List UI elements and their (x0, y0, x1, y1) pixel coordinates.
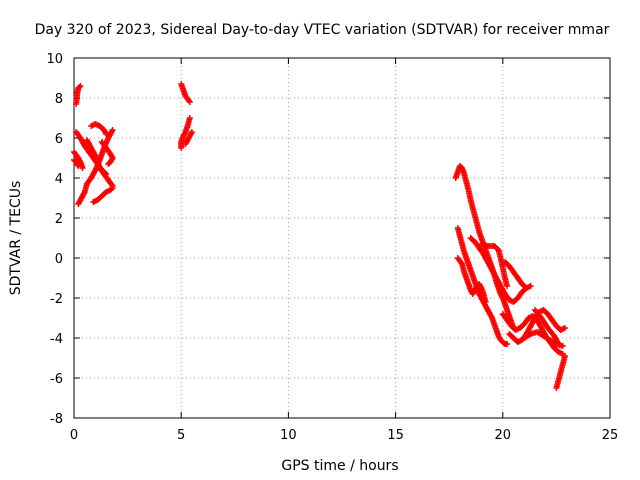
grid-lines (74, 58, 610, 418)
y-tick-label: -8 (50, 412, 63, 427)
y-tick-label: 8 (55, 92, 63, 107)
x-tick-label: 10 (280, 428, 297, 443)
data-point (178, 145, 185, 151)
x-tick-label: 0 (70, 428, 78, 443)
data-point (523, 285, 530, 291)
y-tick-label: -4 (50, 332, 63, 347)
data-point (106, 160, 113, 166)
y-tick-label: -6 (50, 372, 63, 387)
data-point (185, 97, 192, 104)
data-point (504, 341, 511, 347)
data-point (482, 299, 489, 305)
data-point (559, 343, 566, 349)
y-tick-label: 0 (55, 252, 63, 267)
y-tick-label: 4 (55, 172, 63, 187)
x-tick-label: 15 (387, 428, 404, 443)
data-point (553, 385, 560, 391)
y-axis-label: SDTVAR / TECUs (8, 181, 24, 296)
data-point (109, 127, 116, 133)
data-point (186, 99, 193, 105)
data-point (527, 283, 534, 289)
data-point (555, 341, 562, 347)
data-point (504, 283, 511, 289)
x-tick-label: 20 (495, 428, 512, 443)
axis-ticks: 0 5 10 15 20 25 -8 -6 -4 -2 0 2 4 6 8 10 (46, 52, 618, 443)
data-point (108, 186, 115, 192)
data-point (522, 284, 529, 290)
data-point (103, 131, 110, 137)
y-tick-label: 2 (55, 212, 63, 227)
data-point (76, 84, 83, 90)
y-tick-label: -2 (50, 292, 63, 307)
plot-frame (73, 57, 611, 419)
data-point (77, 83, 84, 89)
data-point (188, 129, 195, 135)
chart-title: Day 320 of 2023, Sidereal Day-to-day VTE… (35, 22, 610, 38)
data-point (561, 325, 568, 331)
data-series-sdtvar (71, 81, 568, 391)
x-axis-label: GPS time / hours (281, 458, 398, 474)
x-tick-label: 25 (602, 428, 619, 443)
data-point (75, 163, 82, 169)
data-point (105, 161, 112, 167)
data-point (109, 185, 116, 191)
data-point (79, 165, 86, 171)
x-tick-label: 5 (177, 428, 185, 443)
y-tick-label: 6 (55, 132, 63, 147)
y-tick-label: 10 (46, 52, 63, 67)
data-point (458, 259, 465, 266)
